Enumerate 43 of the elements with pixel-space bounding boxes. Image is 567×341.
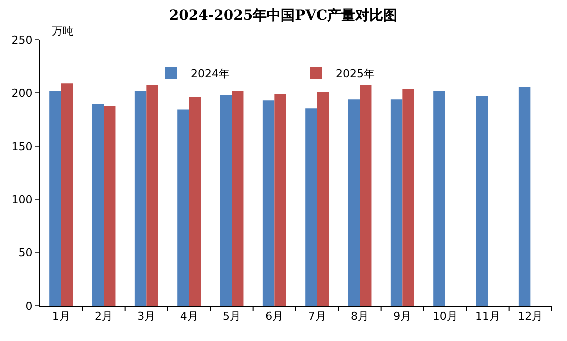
bar	[92, 104, 104, 306]
bar	[232, 91, 244, 306]
bar	[476, 96, 488, 306]
bar	[61, 84, 74, 306]
y-tick-label: 0	[26, 300, 33, 313]
x-tick-label: 10月	[432, 310, 458, 324]
bar	[306, 108, 318, 306]
bar	[178, 110, 190, 306]
bar	[134, 91, 147, 306]
bar	[518, 87, 531, 306]
x-tick-label: 4月	[180, 310, 198, 324]
bar	[146, 85, 158, 306]
bar	[390, 100, 403, 306]
x-tick-label: 7月	[308, 310, 326, 324]
x-tick-label: 6月	[266, 310, 284, 324]
x-tick-label: 8月	[351, 310, 369, 324]
legend-label: 2025年	[336, 67, 375, 80]
y-axis-title: 万吨	[52, 25, 74, 38]
x-tick-label: 3月	[138, 310, 156, 324]
x-tick-label: 1月	[52, 310, 70, 324]
y-tick-label: 200	[12, 87, 33, 100]
x-tick-label: 9月	[394, 310, 412, 324]
x-tick-label: 11月	[476, 310, 500, 324]
bar	[189, 97, 202, 306]
x-tick-label: 12月	[518, 310, 544, 324]
y-tick-label: 100	[12, 193, 33, 206]
bar	[50, 91, 62, 306]
x-tick-label: 2月	[95, 310, 113, 324]
bar	[317, 92, 330, 306]
x-tick-label: 5月	[223, 310, 241, 324]
bar	[262, 100, 275, 306]
bar	[274, 94, 286, 306]
bar	[402, 89, 414, 306]
y-tick-label: 150	[12, 140, 33, 154]
legend-label: 2024年	[191, 67, 230, 80]
y-tick-label: 50	[18, 246, 33, 260]
bar	[348, 100, 360, 306]
y-tick-label: 250	[12, 34, 33, 47]
chart-title: 2024-2025年中国PVC产量对比图	[169, 7, 398, 24]
bar	[104, 106, 116, 306]
bar	[220, 95, 232, 306]
bar	[360, 85, 372, 306]
bar	[434, 91, 446, 306]
